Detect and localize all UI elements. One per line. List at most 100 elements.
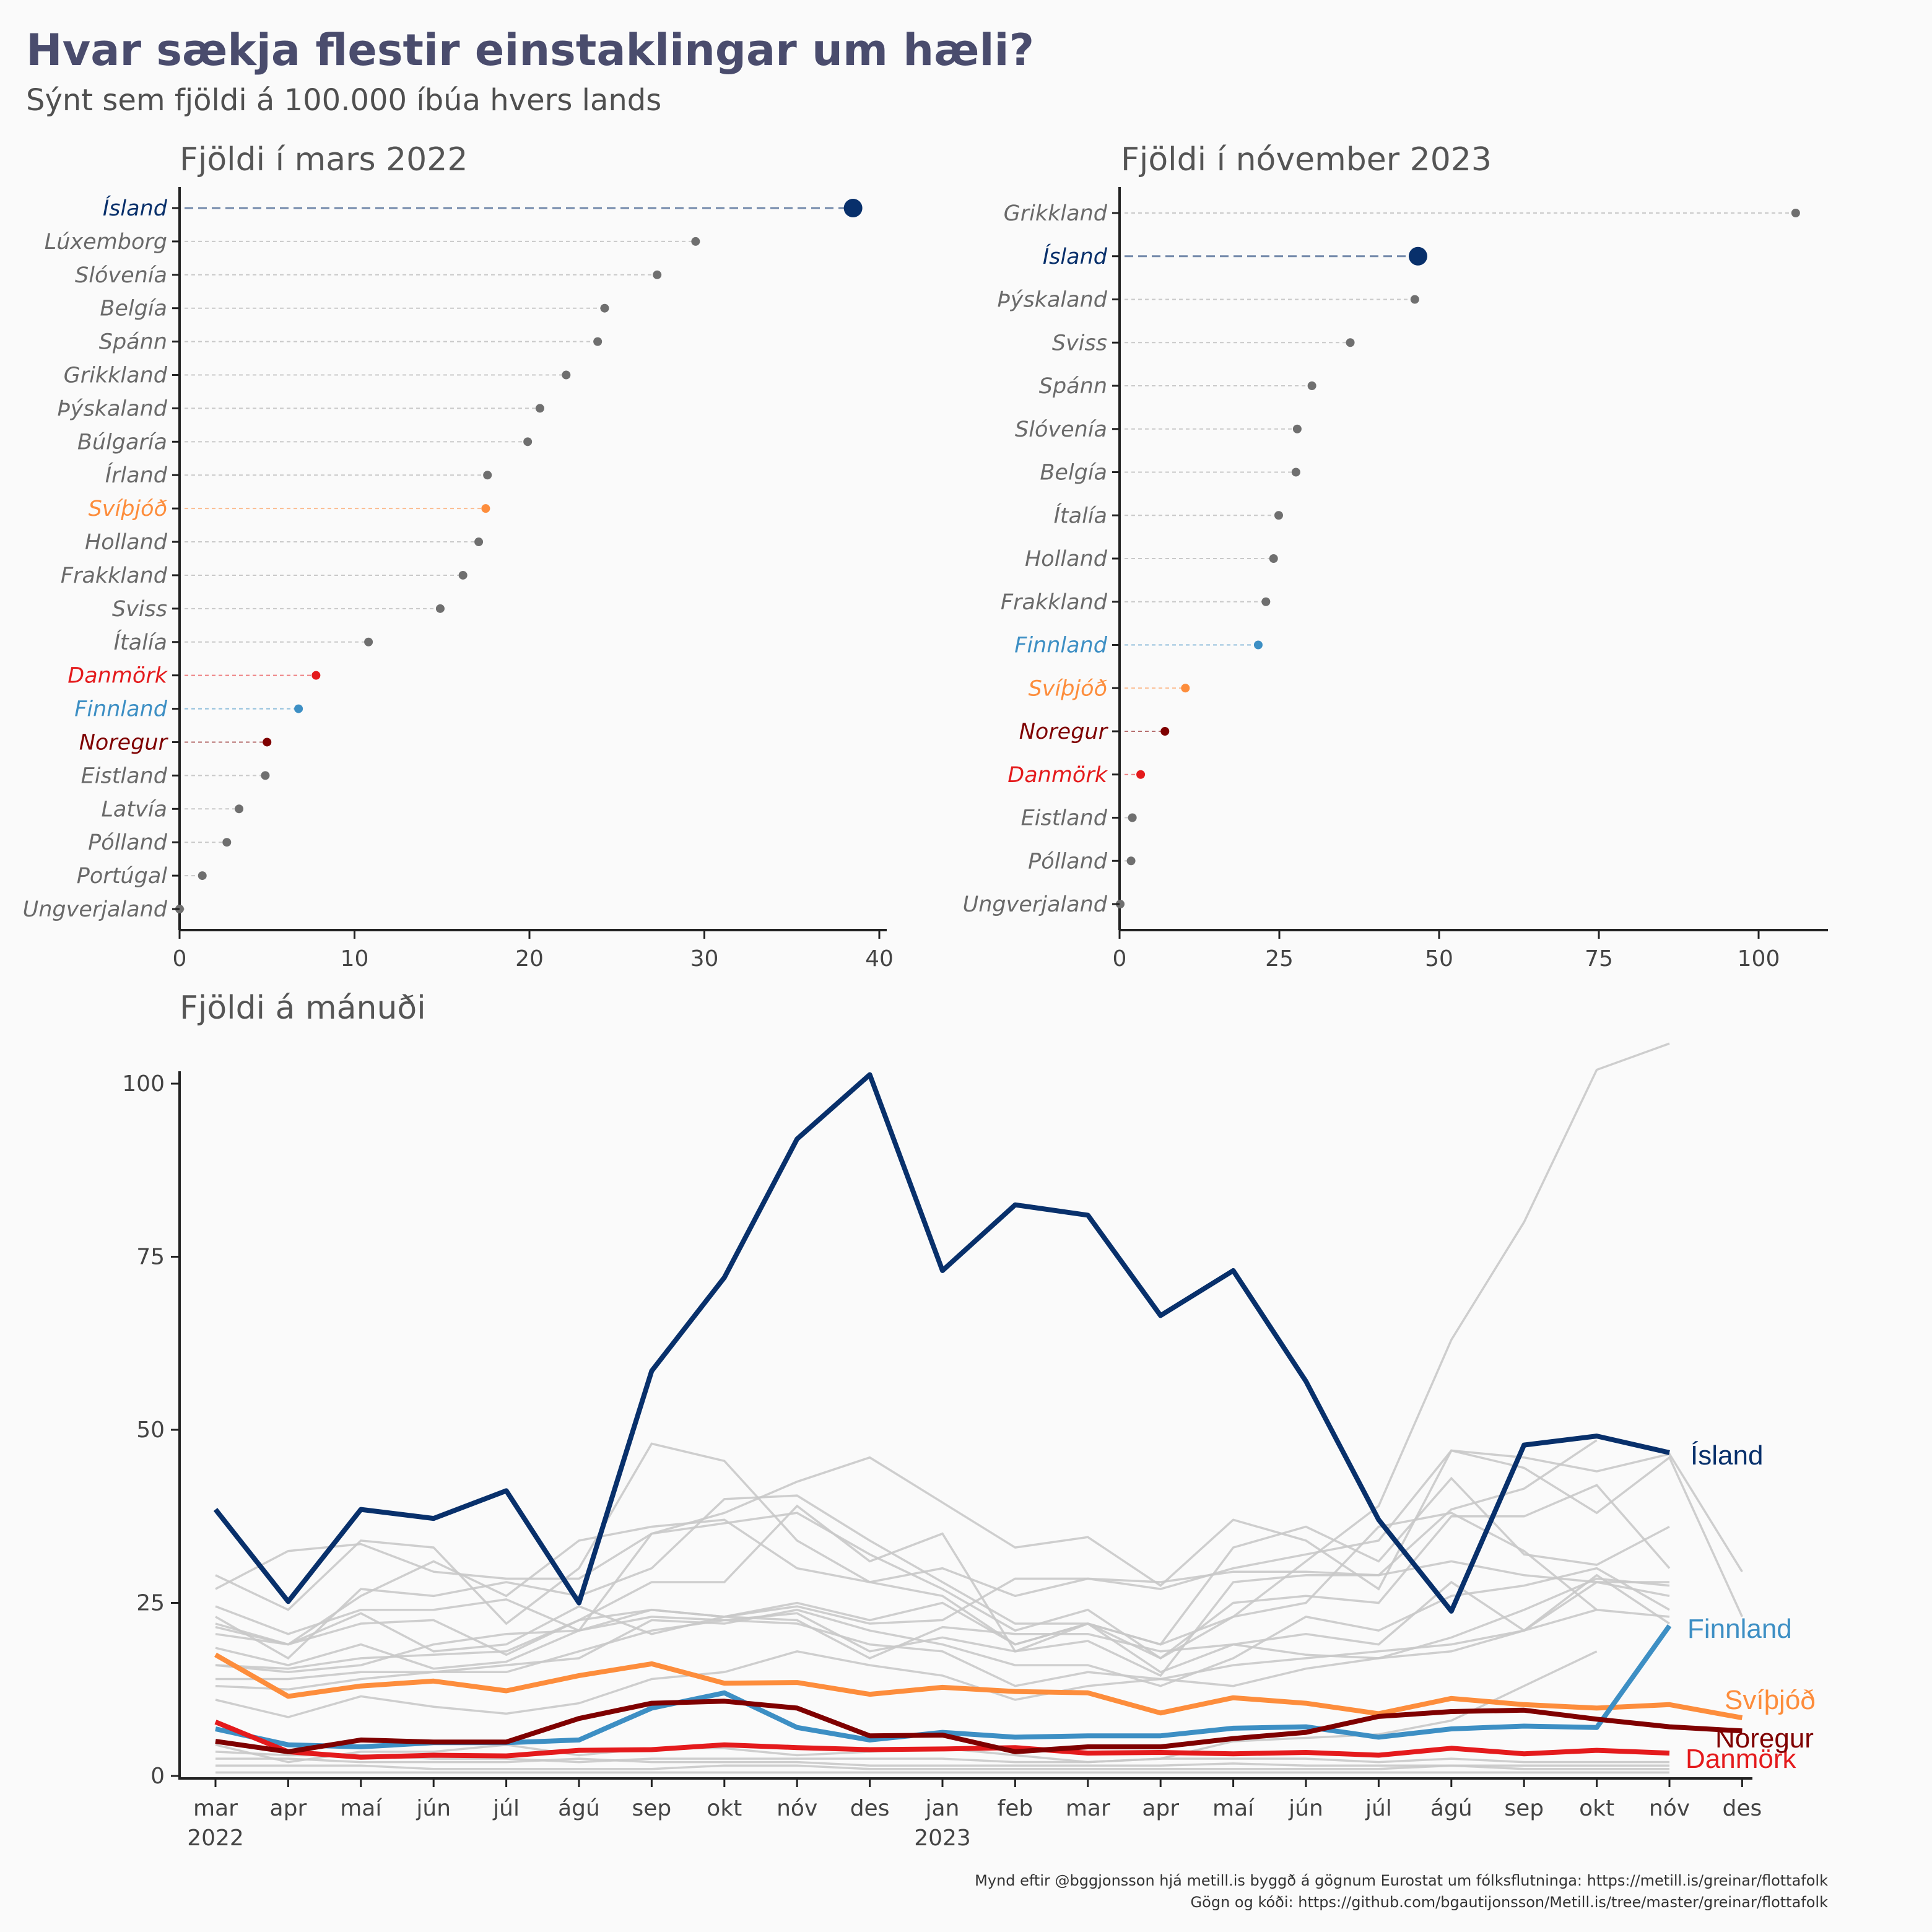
category-label-þýskaland: Þýskaland [57,396,167,421]
series-line-svíþjóð [214,1652,1743,1721]
category-label-finnland: Finnland [1014,633,1108,658]
x-tick-label: 10 [341,946,369,972]
x-tick-label: jún [416,1796,451,1821]
x-tick-label: apr [270,1796,307,1821]
panel1-march-2022: 0 10 20 30 40 Ísland Lúxemborg Slóvenía Belgía Sp… [23,187,894,972]
x-tick-label: sep [632,1796,672,1821]
category-label-belgía: Belgía [100,297,167,321]
dot-noregur [263,738,272,747]
series-line-other-2 [215,1449,1743,1591]
x-tick-label: 40 [865,946,894,972]
dot-grikkland [1791,209,1800,217]
dot-belgía [1291,468,1300,477]
series-line-other-4 [215,1476,1670,1660]
caption-line-1: Mynd eftir @bggjonsson hjá metill.is byg… [975,1872,1828,1889]
x-tick-label: mar [1066,1796,1110,1821]
x-tick-label: 30 [690,946,719,972]
dot-ítalía [1274,511,1283,520]
dot-sviss [435,604,445,613]
x-tick-label: okt [707,1796,742,1821]
series-line-other-15 [215,1751,1669,1764]
caption-line-2: Gögn og kóði: https://github.com/bgautij… [1191,1894,1829,1911]
category-label-ísland: Ísland [1043,243,1108,269]
series-label-ísland: Ísland [1690,1440,1763,1471]
series-line-other-11 [215,1567,1670,1691]
y-tick-label: 0 [150,1764,165,1789]
category-label-danmörk: Danmörk [1007,763,1108,788]
dot-búlgaría [523,437,533,446]
series-line-other-10 [215,1577,1670,1670]
x-tick-label: sep [1504,1796,1544,1821]
dot-finnland [1253,640,1263,650]
y-tick-label: 50 [136,1417,165,1443]
category-label-frakkland: Frakkland [61,564,168,588]
category-label-belgía: Belgía [1040,461,1107,485]
series-line-danmörk [214,1720,1670,1760]
dot-spánn [1307,381,1316,390]
category-label-ungverjaland: Ungverjaland [963,892,1108,917]
dot-finnland [294,704,303,713]
dot-holland [474,537,484,547]
x-tick-label: feb [998,1796,1033,1821]
series-label-noregur: Noregur [1715,1723,1814,1754]
category-label-þýskaland: Þýskaland [997,288,1107,313]
x-tick-label: júl [1365,1796,1392,1821]
x-tick-label: okt [1579,1796,1614,1821]
category-label-slóvenía: Slóvenía [1015,417,1107,442]
x-tick-label: 75 [1585,946,1613,972]
dot-danmörk [1136,770,1146,779]
dot-írland [483,471,492,480]
dot-slóvenía [653,270,662,279]
category-label-noregur: Noregur [79,730,169,755]
series-line-other-8 [215,1512,1598,1670]
series-line-other-6 [215,1504,1669,1677]
dot-svíþjóð [481,504,490,513]
dot-þýskaland [535,404,544,413]
series-line-other-12 [215,1573,1670,1687]
category-label-finnland: Finnland [74,697,168,722]
category-label-lúxemborg: Lúxemborg [45,230,167,255]
category-label-portúgal: Portúgal [77,864,167,889]
x-tick-label: jún [1288,1796,1323,1821]
x-tick-label: 50 [1425,946,1453,972]
series-label-danmörk: Danmörk [1686,1744,1796,1774]
chart-subtitle: Sýnt sem fjöldi á 100.000 íbúa hvers lan… [26,83,661,118]
dot-pólland [1126,856,1136,866]
dot-þýskaland [1410,295,1419,304]
category-label-sviss: Sviss [112,597,167,622]
panel1-title: Fjöldi í mars 2022 [180,141,468,178]
x-tick-label: maí [1212,1796,1255,1821]
x-tick-label: maí [340,1796,382,1821]
category-label-sviss: Sviss [1052,331,1107,355]
y-tick-label: 100 [122,1071,165,1097]
x-tick-label: jan [925,1796,960,1821]
chart-title: Hvar sækja flestir einstaklingar um hæli… [26,25,1034,76]
dot-holland [1269,554,1278,563]
category-label-pólland: Pólland [1028,849,1108,874]
category-label-danmörk: Danmörk [67,664,168,689]
category-label-ungverjaland: Ungverjaland [23,897,168,922]
dot-ungverjaland [1116,900,1125,908]
category-label-latvía: Latvía [101,797,167,822]
panel2-november-2023: 0 25 50 75 100 Grikkland Ísland Þýskaland Sviss S… [963,187,1828,972]
series-line-other-17 [215,1764,1669,1770]
dot-latvía [235,804,244,814]
series-label-svíþjóð: Svíþjóð [1725,1685,1816,1715]
series-line-other-16 [215,1757,1669,1767]
x-tick-label: ágú [1430,1796,1473,1821]
category-label-eistland: Eistland [1021,806,1108,831]
dot-spánn [593,337,603,346]
category-label-eistland: Eistland [81,764,168,788]
x-year-label: 2022 [187,1825,244,1851]
category-label-búlgaría: Búlgaría [77,430,167,455]
series-line-other-7 [215,1439,1598,1653]
x-tick-label: 0 [1113,946,1127,972]
category-label-spánn: Spánn [1039,374,1107,399]
category-label-holland: Holland [1025,547,1108,572]
x-tick-label: des [850,1796,890,1821]
x-tick-label: 20 [515,946,544,972]
dot-sviss [1346,338,1355,347]
category-label-ítalía: Ítalía [114,629,167,655]
